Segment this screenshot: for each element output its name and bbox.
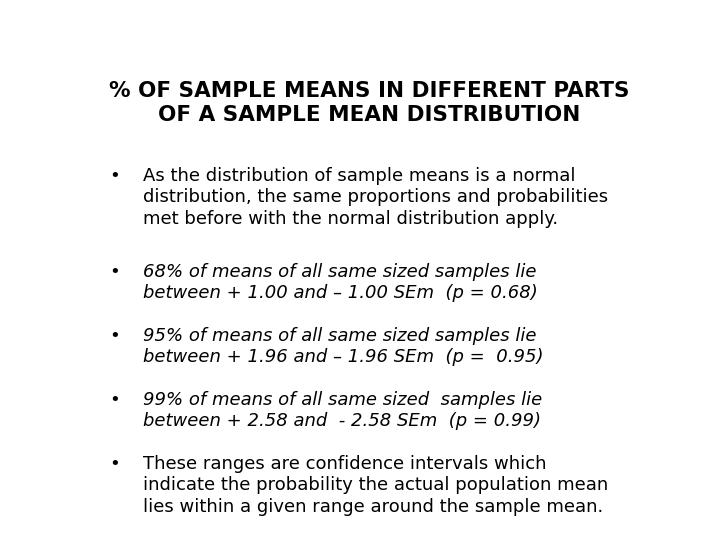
Text: These ranges are confidence intervals which
indicate the probability the actual : These ranges are confidence intervals wh… bbox=[143, 455, 608, 516]
Text: As the distribution of sample means is a normal
distribution, the same proportio: As the distribution of sample means is a… bbox=[143, 167, 608, 228]
Text: •: • bbox=[109, 327, 120, 345]
Text: •: • bbox=[109, 167, 120, 185]
Text: 99% of means of all same sized  samples lie
between + 2.58 and  - 2.58 SEm  (p =: 99% of means of all same sized samples l… bbox=[143, 391, 542, 430]
Text: •: • bbox=[109, 455, 120, 473]
Text: •: • bbox=[109, 391, 120, 409]
Text: •: • bbox=[109, 263, 120, 281]
Text: 68% of means of all same sized samples lie
between + 1.00 and – 1.00 SEm  (p = 0: 68% of means of all same sized samples l… bbox=[143, 263, 538, 302]
Text: 95% of means of all same sized samples lie
between + 1.96 and – 1.96 SEm  (p =  : 95% of means of all same sized samples l… bbox=[143, 327, 544, 366]
Text: % OF SAMPLE MEANS IN DIFFERENT PARTS
OF A SAMPLE MEAN DISTRIBUTION: % OF SAMPLE MEANS IN DIFFERENT PARTS OF … bbox=[109, 82, 629, 125]
